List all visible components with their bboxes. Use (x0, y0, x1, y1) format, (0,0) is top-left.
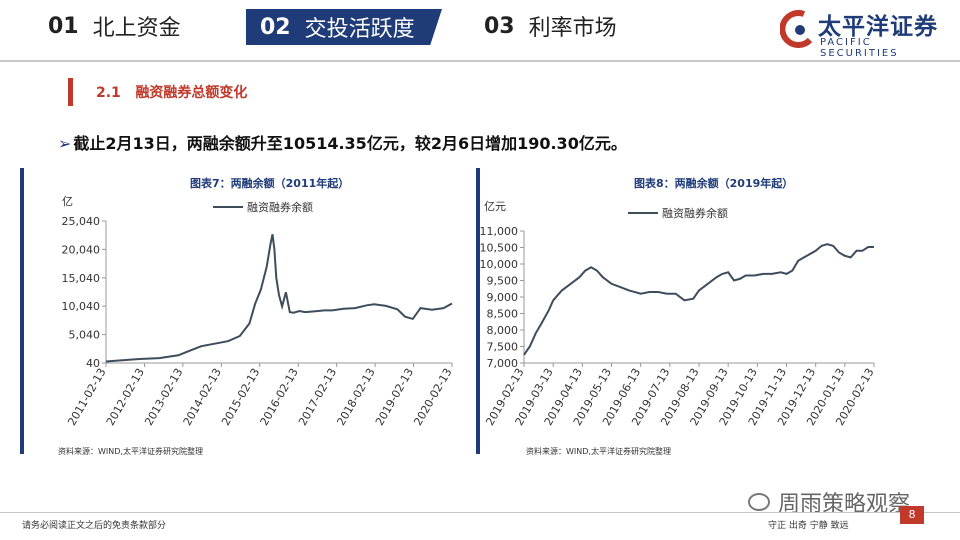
x-tick-label: 2016-02-13 (258, 366, 301, 428)
footer-motto: 守正 出奇 宁静 致远 (768, 521, 849, 531)
watermark-text: 周雨策略观察 (778, 492, 911, 517)
x-tick-label: 2020-02-13 (411, 366, 454, 428)
y-tick-label: 5,040 (69, 329, 101, 342)
y-tick-label: 9,000 (487, 291, 519, 304)
section-number: 2.1 (96, 85, 121, 101)
chart1-legend: 融资融券余额 (213, 199, 313, 215)
footer-disclaimer: 请务必阅读正文之后的免责条款部分 (22, 521, 167, 531)
page-number: 8 (900, 506, 924, 524)
y-tick-label: 10,040 (62, 300, 101, 313)
nav-number: 03 (484, 13, 515, 39)
wechat-icon (748, 493, 770, 511)
x-tick-label: 2015-02-13 (219, 366, 262, 428)
y-tick-label: 11,000 (480, 225, 519, 238)
company-logo: 太平洋证券 PACIFIC SECURITIES (780, 6, 950, 59)
chart2-source: 资料来源：WIND,太平洋证券研究院整理 (526, 447, 671, 456)
chart1-unit: 亿 (62, 195, 73, 208)
nav-item-northbound[interactable]: 01 北上资金 (48, 9, 181, 43)
nav-label: 利率市场 (528, 16, 617, 41)
x-tick-label: 2011-02-13 (65, 366, 108, 428)
logo-text-en: PACIFIC SECURITIES (820, 37, 899, 59)
y-tick-label: 40 (86, 357, 100, 370)
nav-number: 02 (260, 14, 291, 40)
y-tick-label: 15,040 (62, 272, 101, 285)
legend-label: 融资融券余额 (662, 207, 728, 220)
chart2-accent-bar (476, 168, 480, 454)
arrow-bullet-icon: ➢ (58, 134, 72, 153)
x-tick-label: 2018-02-13 (334, 366, 377, 428)
y-tick-label: 8,500 (487, 308, 519, 321)
chart2-unit: 亿元 (484, 200, 506, 213)
y-tick-label: 9,500 (487, 275, 519, 288)
y-tick-label: 20,040 (62, 243, 101, 256)
y-tick-label: 7,000 (487, 357, 519, 370)
legend-label: 融资融券余额 (247, 201, 313, 214)
section-marker (68, 78, 73, 106)
x-tick-label: 2013-02-13 (142, 366, 185, 428)
x-tick-label: 2017-02-13 (296, 366, 339, 428)
series-line (105, 234, 453, 363)
chart2-legend: 融资融券余额 (628, 205, 728, 221)
nav-item-activity-active[interactable]: 02 交投活跃度 (246, 9, 442, 45)
y-tick-label: 10,500 (480, 242, 519, 255)
logo-text-cn: 太平洋证券 (818, 14, 938, 40)
x-tick-label: 2012-02-13 (104, 366, 147, 428)
nav-number: 01 (48, 13, 79, 39)
watermark: 周雨策略观察 (748, 486, 910, 518)
x-tick-label: 2019-02-13 (373, 366, 416, 428)
summary-text: 截止2月13日，两融余额升至10514.35亿元，较2月6日增加190.30亿元… (73, 134, 627, 153)
series-line (523, 243, 874, 356)
x-tick-label: 2014-02-13 (181, 366, 224, 428)
logo-mark-icon (780, 10, 813, 48)
chart2-title: 图表8：两融余额（2019年起） (634, 177, 794, 190)
top-bar: 01 北上资金 02 交投活跃度 03 利率市场 太平洋证券 PACIFIC S… (0, 0, 960, 60)
chart1-svg: 40 5,040 10,040 15,040 20,040 25,040 2011-02-1… (62, 215, 455, 428)
chart2-svg: 7,000 7,500 8,000 8,500 9,000 9,500 10,000 10,5… (480, 225, 877, 428)
header-divider (0, 60, 960, 62)
chart1-title: 图表7：两融余额（2011年起） (190, 177, 350, 190)
chart1-source: 资料来源：WIND,太平洋证券研究院整理 (58, 447, 203, 456)
legend-swatch (628, 212, 658, 214)
footer-divider (0, 512, 960, 513)
y-tick-label: 10,000 (480, 258, 519, 271)
section-title: 2.1 融资融券总额变化 (96, 82, 247, 102)
y-tick-label: 25,040 (62, 215, 101, 228)
nav-label: 交投活跃度 (304, 17, 415, 42)
y-tick-label: 8,000 (487, 324, 519, 337)
y-tick-label: 7,500 (487, 341, 519, 354)
chart1-accent-bar (20, 168, 24, 454)
summary-bullet: ➢ 截止2月13日，两融余额升至10514.35亿元，较2月6日增加190.30亿… (58, 130, 627, 154)
nav-label: 北上资金 (92, 16, 181, 41)
nav-item-rates[interactable]: 03 利率市场 (484, 9, 617, 43)
section-label: 融资融券总额变化 (135, 85, 248, 101)
legend-swatch (213, 206, 243, 208)
